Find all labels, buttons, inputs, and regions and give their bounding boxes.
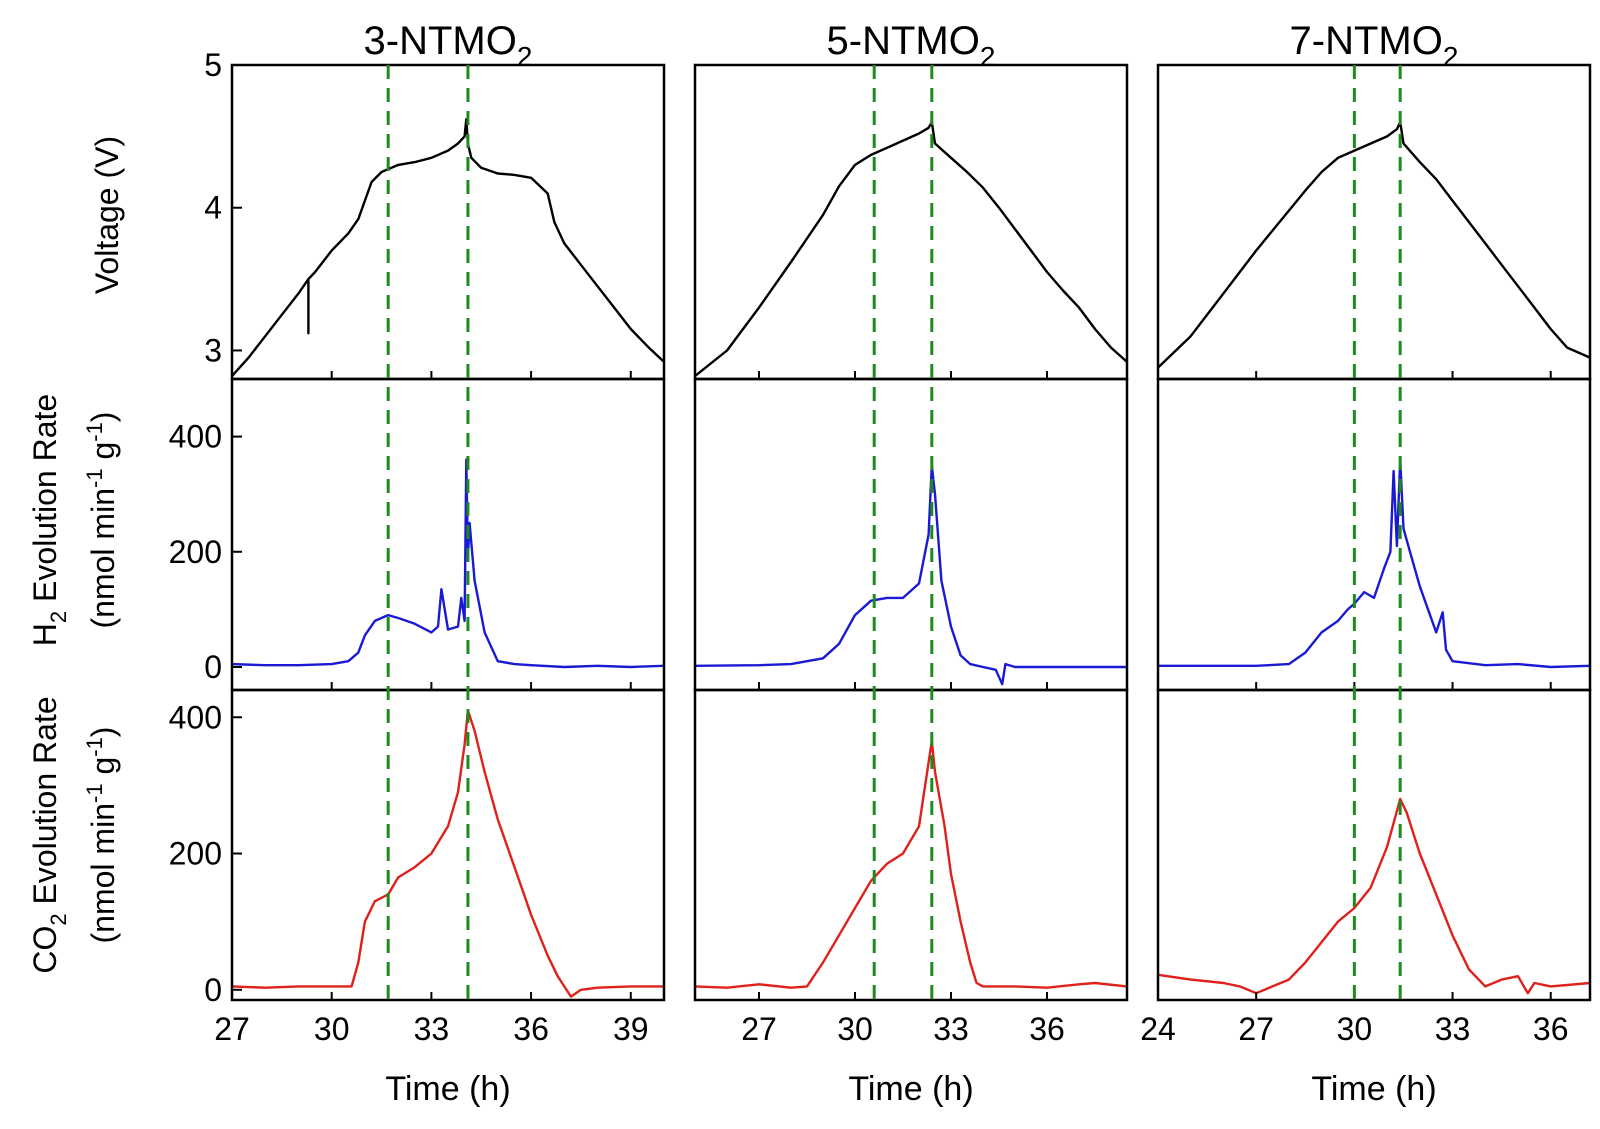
h2-panel <box>1156 377 1592 692</box>
y-tick-label: 4 <box>204 190 222 226</box>
column-title-main: 5-NTMO <box>827 19 980 63</box>
y-tick-label: 200 <box>169 836 222 872</box>
voltage-trace <box>694 120 1128 378</box>
co2-panel: 0 200 400 <box>169 688 666 1008</box>
x-tick-label: 30 <box>837 1011 873 1047</box>
y-tick-label: 5 <box>204 47 222 83</box>
co2-axis-title-main: CO <box>27 926 63 974</box>
column-title: 7-NTMO2 <box>1290 19 1459 72</box>
h2-panel: 0 200 400 <box>169 377 666 692</box>
y-tick-label: 400 <box>169 699 222 735</box>
voltage-panel-frame <box>1156 63 1592 381</box>
column-title-sub: 2 <box>980 41 996 72</box>
h2-panel-frame <box>693 377 1129 692</box>
h2-panel-frame <box>230 377 666 692</box>
column-title-sub: 2 <box>1443 41 1459 72</box>
h2-axis-title-sub: 2 <box>46 611 71 623</box>
co2-trace <box>1157 797 1591 995</box>
y-tick-label: 0 <box>204 649 222 685</box>
x-tick-label: 36 <box>1533 1011 1569 1047</box>
h2-panel <box>693 377 1129 692</box>
co2-panel-frame <box>693 688 1129 1002</box>
co2-panel <box>1156 688 1592 1002</box>
h2-axis-title-main: H <box>27 623 63 646</box>
x-axis-title: Time (h) <box>1311 1070 1436 1108</box>
chart-column-3: 7-NTMO2 24 27 30 33 36 Time (h) <box>1140 19 1592 1108</box>
co2-panel <box>693 688 1129 1002</box>
x-tick-label: 33 <box>933 1011 969 1047</box>
voltage-trace <box>231 118 665 377</box>
h2-trace <box>694 464 1127 686</box>
co2-axis-title-sub: 2 <box>46 913 71 925</box>
voltage-panel <box>693 63 1129 381</box>
co2-trace <box>231 709 664 998</box>
co2-axis-title-rest: Evolution Rate <box>27 696 63 913</box>
h2-panel-frame <box>1156 377 1592 692</box>
h2-axis-title: H2 Evolution Rate <box>27 394 71 646</box>
x-tick-label: 24 <box>1140 1011 1176 1047</box>
y-tick-label: 400 <box>169 419 222 455</box>
x-tick-label: 33 <box>414 1011 450 1047</box>
x-axis-title: Time (h) <box>385 1070 510 1108</box>
voltage-panel: 3 4 5 <box>204 47 666 381</box>
co2-panel-frame <box>230 688 666 1002</box>
voltage-trace <box>1157 120 1591 369</box>
column-title-sub: 2 <box>517 41 533 72</box>
h2-trace <box>231 458 665 669</box>
co2-trace <box>694 739 1128 989</box>
x-tick-label: 33 <box>1435 1011 1471 1047</box>
y-axis-titles: Voltage (V) H2 Evolution Rate (nmol min-… <box>27 136 125 974</box>
x-tick-label: 36 <box>513 1011 549 1047</box>
column-title-main: 7-NTMO <box>1290 19 1443 63</box>
x-tick-label: 36 <box>1029 1011 1065 1047</box>
y-tick-label: 200 <box>169 534 222 570</box>
x-tick-label: 30 <box>314 1011 350 1047</box>
voltage-panel-frame <box>230 63 666 381</box>
column-title-main: 3-NTMO <box>364 19 517 63</box>
h2-axis-title-rest: Evolution Rate <box>27 394 63 611</box>
x-tick-label: 30 <box>1337 1011 1373 1047</box>
voltage-panel-frame <box>693 63 1129 381</box>
chart-column-1: 3-NTMO2 3 4 5 0 200 400 0 200 400 27 30 33 36 39 Time (… <box>169 19 666 1108</box>
h2-axis-units: (nmol min-1 g-1) <box>82 412 121 629</box>
x-axis-title: Time (h) <box>848 1070 973 1108</box>
x-tick-label: 27 <box>741 1011 777 1047</box>
x-tick-label: 27 <box>214 1011 250 1047</box>
h2-trace <box>1158 458 1591 669</box>
y-tick-label: 3 <box>204 332 222 368</box>
y-tick-label: 0 <box>204 972 222 1008</box>
chart-column-2: 5-NTMO2 27 30 33 36 Time (h) <box>693 19 1129 1108</box>
x-tick-label: 27 <box>1238 1011 1274 1047</box>
voltage-axis-title: Voltage (V) <box>89 136 125 294</box>
co2-axis-units: (nmol min-1 g-1) <box>82 727 121 944</box>
co2-axis-title: CO2 Evolution Rate <box>27 696 71 973</box>
x-tick-label: 39 <box>613 1011 649 1047</box>
co2-panel-frame <box>1156 688 1592 1002</box>
voltage-panel <box>1156 63 1592 381</box>
